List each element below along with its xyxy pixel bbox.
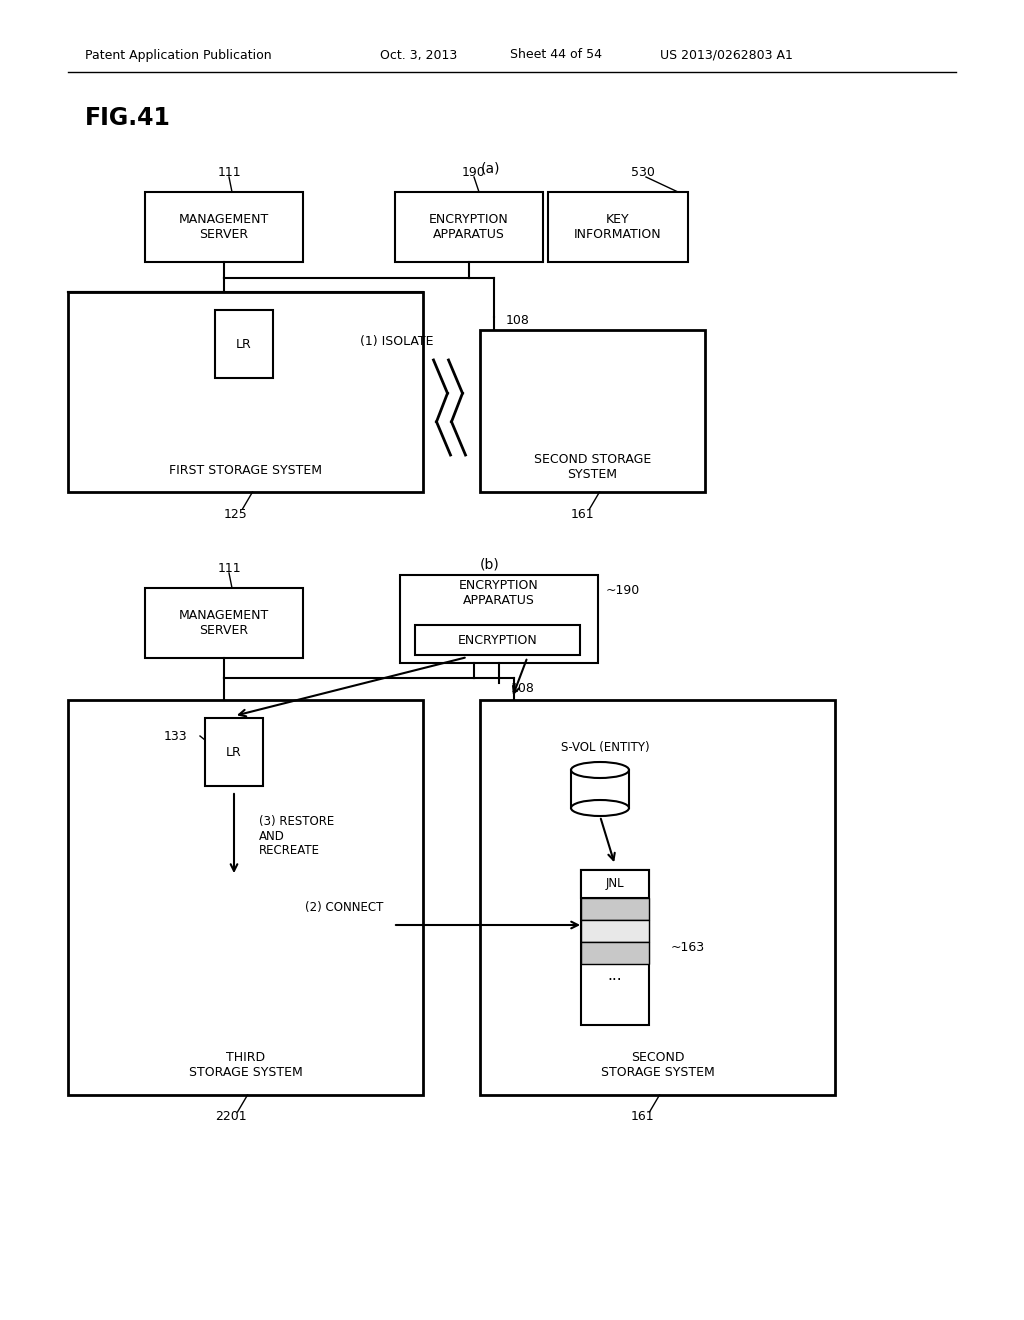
Text: (3) RESTORE
AND
RECREATE: (3) RESTORE AND RECREATE — [259, 814, 334, 858]
Text: 111: 111 — [217, 165, 241, 178]
Text: FIRST STORAGE SYSTEM: FIRST STORAGE SYSTEM — [169, 463, 322, 477]
Bar — [548, 191, 688, 261]
Bar — [145, 191, 303, 261]
Text: ~163: ~163 — [671, 941, 706, 954]
Text: MANAGEMENT
SERVER: MANAGEMENT SERVER — [179, 609, 269, 638]
Bar — [581, 870, 649, 1026]
Text: S-VOL (ENTITY): S-VOL (ENTITY) — [561, 742, 649, 755]
Bar — [400, 576, 598, 663]
Text: (b): (b) — [480, 558, 500, 572]
Text: (1) ISOLATE: (1) ISOLATE — [360, 335, 433, 348]
Text: 161: 161 — [570, 507, 594, 520]
Bar — [480, 700, 835, 1096]
Text: ENCRYPTION: ENCRYPTION — [458, 634, 538, 647]
Text: US 2013/0262803 A1: US 2013/0262803 A1 — [660, 49, 793, 62]
Bar — [395, 191, 543, 261]
Text: LR: LR — [226, 746, 242, 759]
Text: 133: 133 — [164, 730, 187, 742]
Text: Sheet 44 of 54: Sheet 44 of 54 — [510, 49, 602, 62]
Text: 108: 108 — [511, 681, 535, 694]
Text: 190: 190 — [462, 165, 485, 178]
Bar — [581, 898, 649, 920]
Text: 530: 530 — [631, 165, 655, 178]
Text: SECOND STORAGE
SYSTEM: SECOND STORAGE SYSTEM — [534, 453, 651, 480]
Text: ~190: ~190 — [606, 583, 640, 597]
Bar — [581, 920, 649, 942]
Bar — [205, 718, 263, 785]
Text: KEY
INFORMATION: KEY INFORMATION — [574, 213, 662, 242]
Text: SECOND
STORAGE SYSTEM: SECOND STORAGE SYSTEM — [601, 1051, 715, 1078]
Text: Oct. 3, 2013: Oct. 3, 2013 — [380, 49, 458, 62]
Bar — [581, 942, 649, 964]
Text: JNL: JNL — [605, 878, 625, 891]
Text: ENCRYPTION
APPARATUS: ENCRYPTION APPARATUS — [459, 579, 539, 607]
Text: Patent Application Publication: Patent Application Publication — [85, 49, 271, 62]
Text: (a): (a) — [480, 161, 500, 176]
Text: MANAGEMENT
SERVER: MANAGEMENT SERVER — [179, 213, 269, 242]
Bar — [68, 700, 423, 1096]
Text: 111: 111 — [217, 561, 241, 574]
Bar — [215, 310, 273, 378]
Bar — [480, 330, 705, 492]
Bar — [68, 292, 423, 492]
Text: 161: 161 — [631, 1110, 654, 1123]
Text: 125: 125 — [223, 507, 248, 520]
Text: (2) CONNECT: (2) CONNECT — [304, 900, 383, 913]
Text: 108: 108 — [506, 314, 529, 326]
Text: THIRD
STORAGE SYSTEM: THIRD STORAGE SYSTEM — [188, 1051, 302, 1078]
Text: ...: ... — [607, 969, 623, 983]
Ellipse shape — [571, 762, 629, 777]
Text: ENCRYPTION
APPARATUS: ENCRYPTION APPARATUS — [429, 213, 509, 242]
Ellipse shape — [571, 800, 629, 816]
Text: LR: LR — [237, 338, 252, 351]
Text: 2201: 2201 — [215, 1110, 247, 1123]
Text: FIG.41: FIG.41 — [85, 106, 171, 129]
Bar — [145, 587, 303, 657]
Bar — [415, 624, 580, 655]
Bar — [581, 870, 649, 898]
